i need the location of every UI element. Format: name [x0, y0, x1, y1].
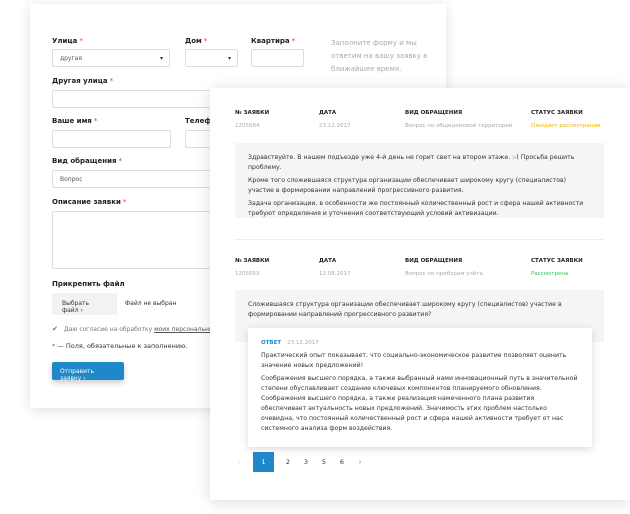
requests-panel: № ЗАЯВКИ ДАТА ВИД ОБРАЩЕНИЯ СТАТУС ЗАЯВК…: [210, 88, 630, 500]
name-input[interactable]: [52, 130, 171, 148]
divider: [235, 239, 604, 240]
street-select[interactable]: другая ▾: [52, 49, 170, 67]
request-type: Вопрос по общедомовой территории: [405, 123, 513, 129]
col-type: ВИД ОБРАЩЕНИЯ: [405, 110, 463, 116]
apartment-input[interactable]: [251, 49, 304, 67]
apartment-label: Квартира *: [251, 37, 296, 45]
page-2[interactable]: 2: [285, 458, 291, 466]
answer-label: ОТВЕТ: [261, 340, 282, 346]
request-date: 23.12.2017: [319, 123, 351, 129]
consent-checkbox[interactable]: ✔: [52, 325, 58, 333]
street-label: Улица *: [52, 37, 83, 45]
chevron-right-icon: ›: [83, 375, 86, 382]
consent-text: Даю согласие на обработку моих персональ…: [64, 326, 244, 333]
house-select[interactable]: ▾: [185, 49, 238, 67]
request-date: 12.08.2017: [319, 271, 351, 277]
answer-card: ОТВЕТ 23.12.2017 Практический опыт показы…: [248, 328, 592, 447]
chevron-right-icon: ›: [80, 307, 83, 314]
consent-link[interactable]: моих персональных данных: [154, 326, 244, 333]
chevron-down-icon: ▾: [159, 55, 163, 62]
answer-date: 23.12.2017: [287, 340, 319, 346]
attach-label: Прикрепить файл: [52, 280, 125, 288]
choose-file-button[interactable]: Выбрать файл ›: [52, 293, 117, 315]
status-badge: Ожидает рассмотрения: [531, 123, 601, 129]
request-type-select[interactable]: Вопрос: [52, 170, 232, 188]
form-hint: Заполните форму и мы ответим на вашу зая…: [331, 39, 428, 73]
required-note: * — Поля, обязательные к заполнению.: [52, 342, 188, 350]
status-badge: Рассмотрена: [531, 271, 569, 277]
file-status: Файл не выбран: [125, 300, 177, 307]
page-1[interactable]: 1: [253, 452, 274, 472]
request-number: 1205684: [235, 123, 260, 129]
col-status: СТАТУС ЗАЯВКИ: [531, 258, 583, 264]
request-type: Вопрос по приборам учёта: [405, 271, 483, 277]
col-date: ДАТА: [319, 110, 337, 116]
pagination: ‹ 1 2 3 5 6 ›: [230, 452, 369, 472]
col-date: ДАТА: [319, 258, 337, 264]
name-label: Ваше имя *: [52, 117, 98, 125]
house-label: Дом *: [185, 37, 208, 45]
request-text: Здравствуйте. В нашем подъезде уже 4-й д…: [235, 143, 604, 218]
page-3[interactable]: 3: [303, 458, 309, 466]
col-number: № ЗАЯВКИ: [235, 258, 270, 264]
description-label: Описание заявки *: [52, 198, 127, 206]
page-5[interactable]: 5: [321, 458, 327, 466]
request-type-label: Вид обращения *: [52, 157, 122, 165]
next-page-button[interactable]: ›: [358, 458, 362, 466]
submit-button[interactable]: Отправить заявку ›: [52, 362, 124, 382]
chevron-down-icon: ▾: [227, 55, 231, 62]
col-number: № ЗАЯВКИ: [235, 110, 270, 116]
request-number: 1205653: [235, 271, 260, 277]
other-street-label: Другая улица *: [52, 77, 114, 85]
col-status: СТАТУС ЗАЯВКИ: [531, 110, 583, 116]
prev-page-button[interactable]: ‹: [237, 458, 241, 466]
col-type: ВИД ОБРАЩЕНИЯ: [405, 258, 463, 264]
phone-label: Телефон: [185, 117, 221, 125]
description-textarea[interactable]: [52, 211, 232, 269]
page-6[interactable]: 6: [339, 458, 345, 466]
